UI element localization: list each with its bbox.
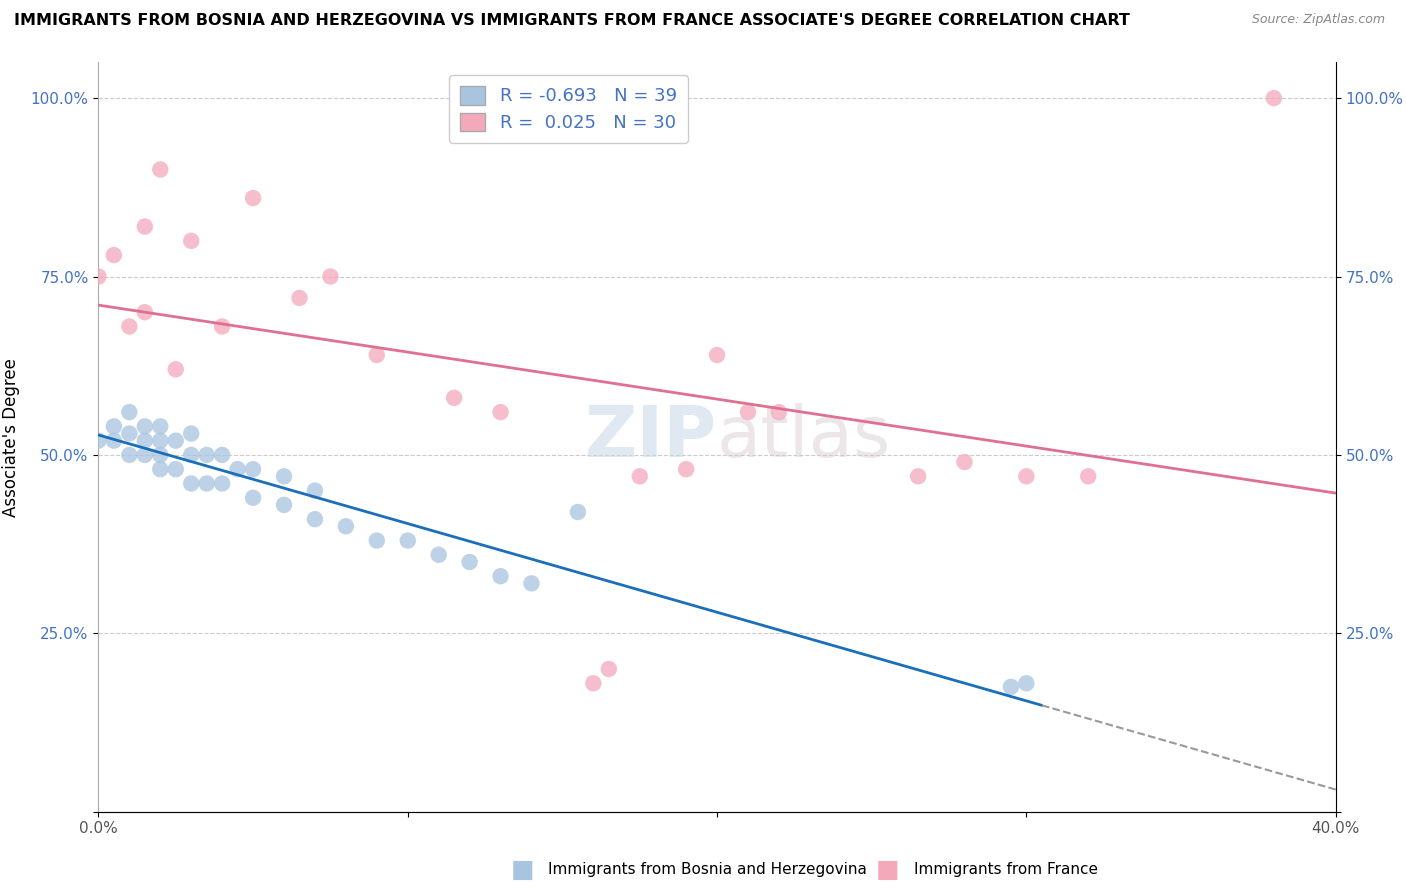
Point <box>675 462 697 476</box>
Point <box>366 533 388 548</box>
Point <box>180 426 202 441</box>
Point <box>180 234 202 248</box>
Point <box>165 462 187 476</box>
Text: Immigrants from Bosnia and Herzegovina: Immigrants from Bosnia and Herzegovina <box>548 863 868 877</box>
Point <box>87 269 110 284</box>
Text: IMMIGRANTS FROM BOSNIA AND HERZEGOVINA VS IMMIGRANTS FROM FRANCE ASSOCIATE'S DEG: IMMIGRANTS FROM BOSNIA AND HERZEGOVINA V… <box>14 13 1130 29</box>
Point <box>1015 676 1038 690</box>
Point <box>242 191 264 205</box>
Text: ■: ■ <box>510 858 534 881</box>
Point <box>582 676 605 690</box>
Point <box>211 319 233 334</box>
Point <box>165 362 187 376</box>
Point <box>103 248 125 262</box>
Point <box>242 462 264 476</box>
Point <box>226 462 249 476</box>
Point <box>242 491 264 505</box>
Point <box>489 405 512 419</box>
Point <box>1015 469 1038 483</box>
Point <box>489 569 512 583</box>
Point <box>149 462 172 476</box>
Point <box>118 405 141 419</box>
Point <box>149 448 172 462</box>
Point <box>87 434 110 448</box>
Point <box>165 434 187 448</box>
Point <box>134 434 156 448</box>
Text: Source: ZipAtlas.com: Source: ZipAtlas.com <box>1251 13 1385 27</box>
Point <box>628 469 651 483</box>
Text: ■: ■ <box>876 858 900 881</box>
Text: ZIP: ZIP <box>585 402 717 472</box>
Point <box>118 319 141 334</box>
Point <box>1077 469 1099 483</box>
Legend: R = -0.693   N = 39, R =  0.025   N = 30: R = -0.693 N = 39, R = 0.025 N = 30 <box>450 75 688 143</box>
Point <box>768 405 790 419</box>
Point <box>319 269 342 284</box>
Point <box>149 434 172 448</box>
Point <box>118 426 141 441</box>
Point <box>149 162 172 177</box>
Point <box>304 512 326 526</box>
Point <box>103 419 125 434</box>
Point <box>1000 680 1022 694</box>
Point <box>273 469 295 483</box>
Point <box>443 391 465 405</box>
Y-axis label: Associate's Degree: Associate's Degree <box>1 358 20 516</box>
Point <box>520 576 543 591</box>
Point <box>304 483 326 498</box>
Point <box>180 476 202 491</box>
Point <box>706 348 728 362</box>
Point <box>211 476 233 491</box>
Point <box>149 419 172 434</box>
Point <box>1263 91 1285 105</box>
Point <box>598 662 620 676</box>
Point <box>180 448 202 462</box>
Point <box>134 448 156 462</box>
Point <box>195 476 218 491</box>
Point <box>567 505 589 519</box>
Point <box>366 348 388 362</box>
Point <box>458 555 481 569</box>
Text: atlas: atlas <box>717 402 891 472</box>
Point <box>427 548 450 562</box>
Point <box>134 419 156 434</box>
Point <box>335 519 357 533</box>
Point <box>118 448 141 462</box>
Point <box>953 455 976 469</box>
Point <box>134 219 156 234</box>
Point <box>288 291 311 305</box>
Point <box>737 405 759 419</box>
Point <box>103 434 125 448</box>
Point <box>134 305 156 319</box>
Text: Immigrants from France: Immigrants from France <box>914 863 1098 877</box>
Point <box>195 448 218 462</box>
Point <box>211 448 233 462</box>
Point <box>907 469 929 483</box>
Point <box>273 498 295 512</box>
Point <box>396 533 419 548</box>
